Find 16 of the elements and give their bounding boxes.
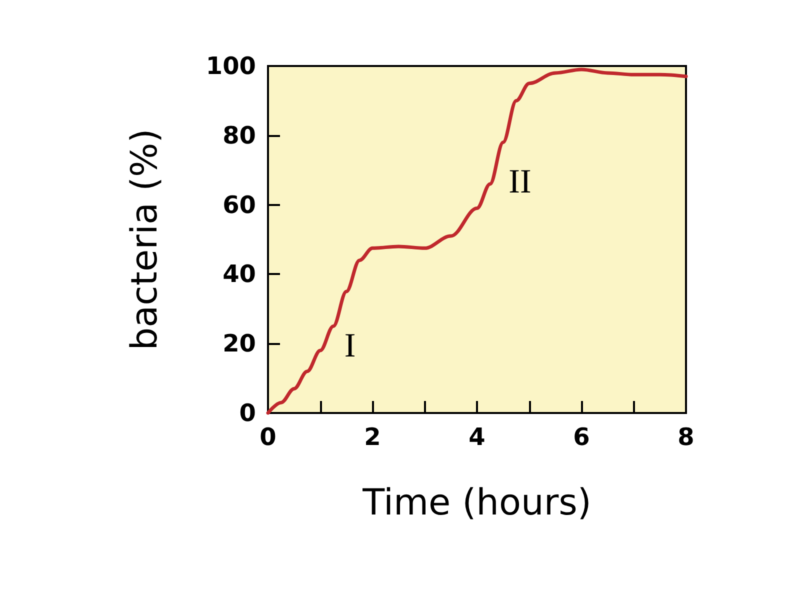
annotation: II (508, 164, 532, 200)
y-tick-label: 20 (222, 330, 256, 358)
x-tick-label: 6 (573, 423, 590, 451)
x-tick-label: 0 (260, 423, 276, 451)
x-axis-title: Time (hours) (362, 482, 592, 524)
y-axis-title: bacteria (%) (124, 128, 166, 350)
y-tick-label: 60 (222, 190, 256, 219)
x-tick-label: 8 (678, 423, 694, 451)
x-tick-label: 4 (468, 423, 486, 451)
annotation: I (344, 328, 356, 364)
y-tick-label: 100 (206, 52, 256, 80)
y-tick-label: 0 (239, 399, 256, 427)
line-series (266, 68, 688, 415)
y-tick-label: 80 (222, 121, 256, 150)
y-tick-label: 40 (222, 260, 256, 288)
x-tick-label: 2 (364, 423, 381, 451)
